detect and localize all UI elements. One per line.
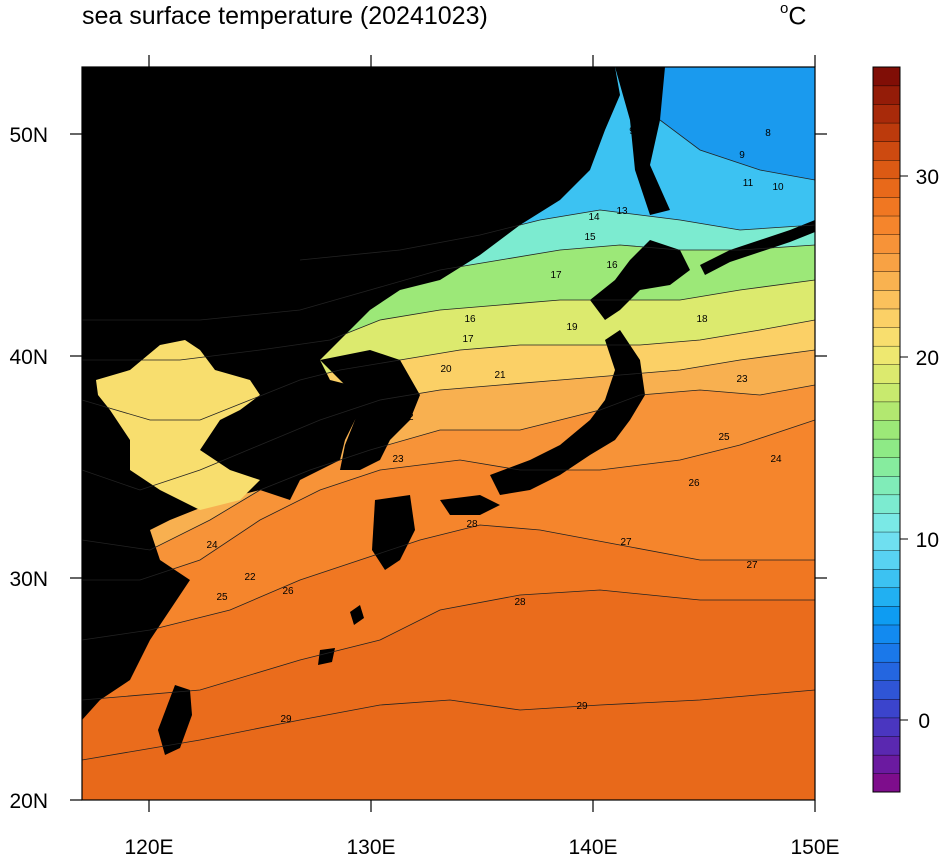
contour-8 [659,119,815,181]
ytick-label-20: 20N [9,790,48,813]
xtick-label-130: 130E [346,836,395,858]
map-field: 9 8 9 11 10 14 13 15 16 17 18 19 16 17 20 21 22 23 20 18 24 2… [82,67,815,800]
contour-label: 26 [282,586,294,597]
contour-label: 10 [772,182,784,193]
sst-band-29 [82,690,815,800]
land-korea [320,350,420,470]
contour-label: 26 [688,478,700,489]
contour-label: 19 [566,322,578,333]
contour-label: 9 [629,126,635,137]
contour-label: 18 [216,422,228,433]
contour-label: 16 [606,260,618,271]
contour-label: 22 [402,412,414,423]
land-ryukyu-amami [350,605,364,625]
xtick-label-120: 120E [124,836,173,858]
contour-19 [82,279,815,361]
land-shikoku [440,495,500,515]
contour-label: 22 [244,572,256,583]
contour-label: 9 [739,150,745,161]
contour-label: 17 [462,334,474,345]
contour-labels: 9 8 9 11 10 14 13 15 16 17 18 19 16 17 20 21 22 23 20 18 24 2… [206,126,784,725]
contour-label: 24 [206,540,218,551]
contour-label: 17 [550,270,562,281]
sst-band-28 [82,590,815,760]
ytick-label-40: 40N [9,346,48,369]
contour-label: 25 [216,592,228,603]
degree-symbol: o [780,0,789,17]
land-taiwan [158,685,192,755]
contour-14 [299,209,815,261]
sst-band-27 [82,525,815,700]
land-kamchatka-kurils [700,220,815,275]
contour-21 [82,319,815,421]
contour-17 [82,244,815,321]
contour-label: 11 [743,178,754,189]
contour-lines [82,119,815,761]
contour-25 [82,384,815,551]
contour-label: 15 [584,232,596,243]
contour-label: 18 [696,314,708,325]
contour-label: 28 [514,597,526,608]
unit-label: oC [780,0,807,31]
land-asia-mainland [82,67,620,720]
contour-label: 23 [392,454,404,465]
land-sakhalin [615,67,670,215]
map-frame [81,66,816,801]
contour-27 [82,524,815,641]
land-kyushu [372,495,415,570]
contour-label: 20 [262,408,274,419]
contour-label: 20 [440,364,452,375]
sst-band-26 [82,420,815,640]
contour-label: 27 [620,537,632,548]
contour-28 [82,589,815,701]
contour-label: 14 [588,212,600,223]
contour-label: 16 [464,314,476,325]
contour-label: 24 [770,454,782,465]
ytick-label-50: 50N [9,124,48,147]
contour-label: 13 [616,206,628,217]
contour-label: 23 [736,374,748,385]
land-honshu [490,330,645,495]
ytick-label-30: 30N [9,568,48,591]
map-title: sea surface temperature (20241023) [82,2,488,30]
contour-label: 25 [718,432,730,443]
contour-label: 27 [746,560,758,571]
xtick-label-140: 140E [568,836,617,858]
contour-29 [82,689,815,761]
contour-26 [82,419,815,581]
contour-label: 29 [576,701,588,712]
contour-label: 21 [494,370,506,381]
unit-celsius: C [788,2,807,31]
axis-ticks [70,55,827,812]
sst-band-25 [82,385,815,580]
land-shandong [96,340,260,510]
sst-band-23 [82,350,815,550]
sst-band-8 [640,67,815,180]
contour-label: 8 [765,128,771,139]
contour-label: 29 [280,714,292,725]
contour-23 [82,349,815,491]
xtick-label-150: 150E [790,836,839,858]
contour-label: 28 [466,519,478,530]
